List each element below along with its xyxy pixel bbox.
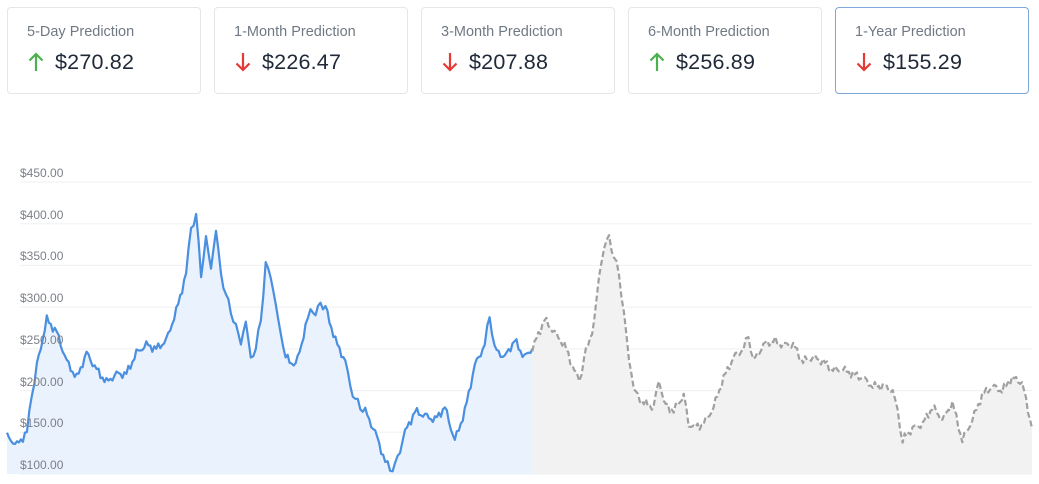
chart-plot-area [5,181,1034,475]
y-tick-label: $300.00 [20,291,64,306]
y-tick-label: $200.00 [20,374,64,389]
card-label: 1-Month Prediction [234,24,356,40]
card-price: $226.47 [262,50,342,74]
prediction-cards: 5-Day Prediction $270.82 1-Month Predict… [7,7,1029,94]
historical-area-fill [7,214,533,474]
card-price: $270.82 [55,50,135,74]
price-chart[interactable]: $450.00 $400.00 $350.00 $300.00 $250.00 $200.… [0,160,1039,484]
prediction-line [531,234,1034,444]
card-label: 1-Year Prediction [855,24,966,40]
arrow-up-icon [28,52,44,71]
card-1-month[interactable]: 1-Month Prediction $226.47 [214,7,408,94]
y-tick-label: $100.00 [20,458,64,472]
arrow-down-icon [856,53,872,72]
y-tick-label: $350.00 [20,249,64,264]
card-price: $256.89 [676,50,756,74]
card-price: $207.88 [469,50,549,74]
card-label: 6-Month Prediction [648,24,770,40]
y-tick-label: $450.00 [20,166,64,180]
card-label: 3-Month Prediction [441,24,563,40]
y-tick-label: $150.00 [20,416,64,431]
card-5-day[interactable]: 5-Day Prediction $270.82 [7,7,201,94]
card-3-month[interactable]: 3-Month Prediction $207.88 [421,7,615,94]
card-6-month[interactable]: 6-Month Prediction $256.89 [628,7,822,94]
y-tick-label: $250.00 [20,332,64,347]
prediction-area-fill [532,235,1032,474]
arrow-down-icon [442,53,458,72]
card-price: $155.29 [883,50,963,74]
historical-line [5,212,534,473]
card-label: 5-Day Prediction [27,24,135,40]
card-1-year[interactable]: 1-Year Prediction $155.29 [835,7,1029,94]
arrow-up-icon [649,52,665,71]
y-tick-label: $400.00 [20,207,64,222]
arrow-down-icon [235,53,251,72]
